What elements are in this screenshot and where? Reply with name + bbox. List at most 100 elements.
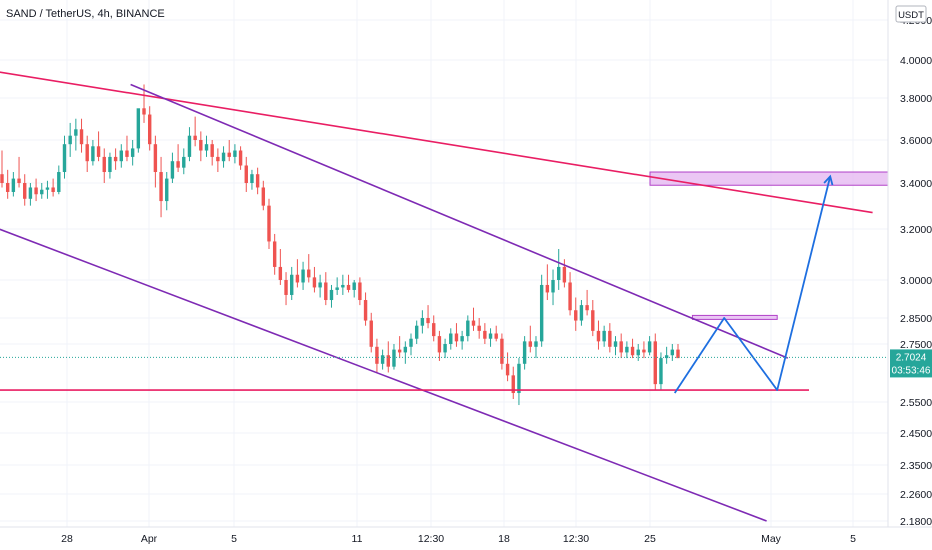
candle-body [255, 174, 260, 188]
candle-body [79, 129, 84, 145]
price-tick-label: 3.4000 [900, 178, 932, 190]
bar-countdown: 03:53:46 [892, 365, 931, 376]
candle-body [216, 156, 220, 162]
candle-body [40, 189, 44, 195]
candle-body [301, 269, 305, 283]
candle-body [636, 349, 640, 356]
candle-body [545, 284, 550, 293]
candle-body [324, 282, 328, 301]
price-scale[interactable] [888, 0, 932, 527]
candle-body [295, 274, 300, 283]
time-tick-label: 5 [231, 533, 237, 545]
candle-body [647, 341, 652, 353]
candle-body [5, 183, 10, 192]
time-tick-label: 11 [352, 533, 363, 545]
candle-body [187, 135, 192, 157]
candle-body [102, 156, 106, 173]
candle-body [460, 336, 464, 342]
candle-body [409, 338, 413, 347]
candle-body [261, 187, 266, 206]
current-price-tag: 2.7024 03:53:46 [890, 349, 932, 378]
price-tick-label: 2.1800 [900, 516, 932, 528]
candle-body [602, 330, 606, 342]
candle-body [62, 144, 67, 173]
candle-body [130, 148, 135, 157]
candle-body [562, 266, 567, 283]
target-zone-box[interactable] [691, 314, 778, 320]
projection-path[interactable] [673, 176, 832, 394]
candle-body [613, 341, 618, 347]
candle-body [414, 325, 419, 339]
candle-body [250, 174, 254, 183]
candle-body [96, 146, 101, 157]
candle-body [591, 310, 595, 331]
candle-body [534, 341, 538, 347]
candle-body [199, 140, 203, 151]
currency-button[interactable]: USDT [895, 5, 927, 23]
candle-body [278, 266, 283, 280]
candle-body [664, 355, 669, 359]
price-tick-labels: 4.20004.00003.80003.60003.40003.20003.00… [900, 15, 932, 528]
candle-body [159, 172, 163, 202]
time-tick-label: Apr [141, 533, 158, 545]
candle-body [312, 277, 317, 288]
candle-body [449, 333, 453, 344]
time-tick-label: 28 [61, 533, 73, 545]
candle-body [488, 333, 493, 339]
candle-body [358, 282, 362, 301]
candle-body [352, 282, 356, 290]
candle-body [539, 284, 544, 342]
candle-body [574, 310, 578, 321]
candle-series [0, 84, 680, 406]
candle-body [176, 161, 180, 168]
time-tick-label: May [761, 533, 782, 545]
candle-body [267, 205, 271, 242]
candle-body [17, 178, 21, 183]
symbol-title: SAND / TetherUS, 4h, BINANCE [6, 8, 165, 20]
candle-body [210, 144, 214, 157]
time-scale[interactable] [0, 527, 888, 550]
candle-body [397, 349, 402, 353]
trendline[interactable] [0, 69, 873, 214]
candle-body [386, 355, 390, 367]
candle-body [511, 375, 515, 394]
trendline[interactable] [0, 227, 767, 522]
candle-body [34, 187, 38, 195]
candle-body [45, 187, 50, 190]
candle-body [238, 150, 243, 166]
candle-body [471, 320, 476, 326]
candle-body [659, 358, 663, 385]
candle-body [85, 144, 89, 162]
candle-body [221, 152, 226, 162]
currency-button-label: USDT [898, 10, 924, 21]
candle-body [233, 150, 237, 157]
time-tick-label: 5 [850, 533, 856, 545]
candle-body [119, 150, 123, 162]
candle-body [454, 333, 459, 342]
candle-body [125, 150, 129, 157]
candle-body [153, 144, 158, 173]
price-tick-label: 3.6000 [900, 135, 932, 147]
candle-body [11, 178, 16, 192]
trendline[interactable] [130, 83, 789, 359]
time-tick-label: 18 [498, 533, 510, 545]
candle-body [91, 146, 95, 162]
candle-body [630, 346, 635, 356]
candle-body [68, 135, 72, 145]
candle-body [676, 349, 680, 359]
candle-body [284, 280, 288, 295]
time-tick-label: 12:30 [418, 533, 444, 545]
candle-body [142, 108, 146, 115]
candle-body [51, 187, 55, 192]
price-tick-label: 4.0000 [900, 55, 932, 67]
candle-body [272, 241, 277, 267]
candle-body [403, 346, 408, 353]
candle-body [420, 318, 425, 326]
drawing-layer [0, 69, 895, 522]
candle-body [568, 282, 572, 311]
price-tick-label: 2.8500 [900, 313, 932, 325]
candle-body [670, 349, 675, 356]
candle-body [392, 349, 396, 367]
